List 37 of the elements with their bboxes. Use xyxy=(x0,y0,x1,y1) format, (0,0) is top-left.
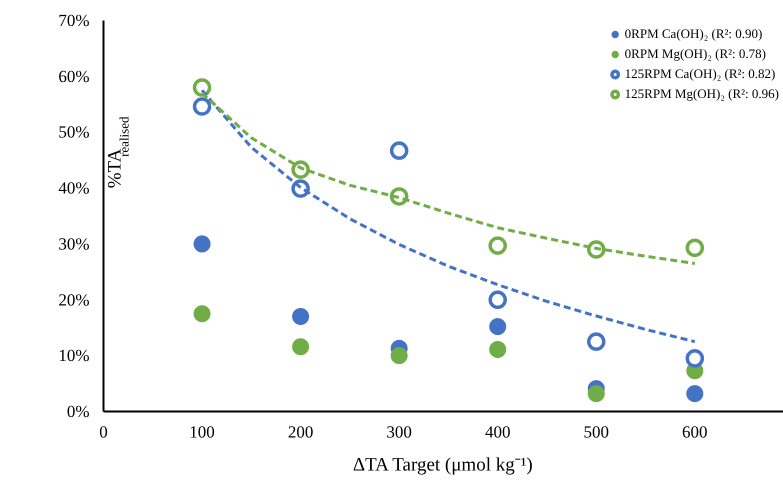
y-tick-label: 0% xyxy=(66,402,90,421)
x-tick-label: 600 xyxy=(682,422,708,442)
point xyxy=(194,305,211,322)
legend-label: 0RPM Mg(OH)₂ (R²: 0.78) xyxy=(624,46,766,62)
legend-label: 125RPM Mg(OH)₂ (R²: 0.96) xyxy=(624,86,779,102)
x-axis-title: ΔTA Target (μmol kg⁻¹) xyxy=(352,454,533,476)
x-tick-label: 400 xyxy=(484,422,510,442)
legend-label: 125RPM Ca(OH)₂ (R²: 0.82) xyxy=(624,66,776,82)
y-tick-label: 20% xyxy=(58,290,90,310)
legend-label: 0RPM Ca(OH)₂ (R²: 0.90) xyxy=(624,26,762,42)
point xyxy=(588,385,605,402)
x-tick-label: 200 xyxy=(288,422,314,442)
y-tick-label: 10% xyxy=(58,346,90,366)
y-tick-label: 30% xyxy=(58,234,90,254)
x-tick-label: 500 xyxy=(584,422,610,442)
x-tick-label: 0 xyxy=(99,422,108,442)
point xyxy=(686,385,704,402)
point xyxy=(489,318,506,336)
point xyxy=(686,349,704,368)
point xyxy=(192,97,212,116)
y-axis-title: %TArealised xyxy=(104,116,132,188)
point xyxy=(292,338,310,356)
x-tick-label: 100 xyxy=(189,422,215,442)
point xyxy=(194,235,211,252)
y-tick-label: 70% xyxy=(58,11,90,30)
y-tick-label: 40% xyxy=(58,178,90,198)
point xyxy=(488,290,507,310)
y-tick-label: 50% xyxy=(58,122,90,142)
point xyxy=(686,238,704,258)
point xyxy=(390,141,408,160)
x-tick-label: 300 xyxy=(386,422,412,442)
y-tick-label: 60% xyxy=(58,66,90,86)
point xyxy=(587,332,606,351)
point xyxy=(292,308,310,326)
point xyxy=(489,341,506,358)
point xyxy=(390,347,408,364)
point xyxy=(488,236,507,255)
